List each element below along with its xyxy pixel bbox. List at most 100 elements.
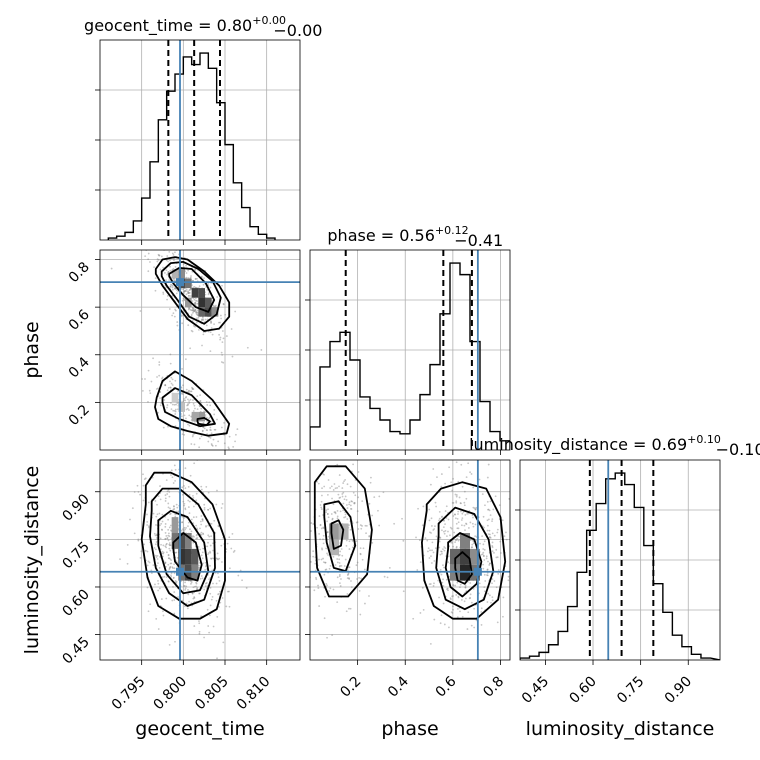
panel-phase-vs-geocent-time-point-145 [183, 290, 186, 293]
panel-ld-vs-phase-point-189 [336, 487, 339, 489]
panel-phase-vs-geocent-time-point-196 [174, 251, 176, 254]
panel-ld-vs-geocent-time-point-113 [160, 598, 163, 600]
panel-ld-vs-phase-point-832 [461, 615, 464, 618]
panel-ld-vs-geocent-time-density-cell-9 [185, 533, 192, 549]
hist-geocent-time-body [100, 40, 300, 240]
panel-ld-vs-phase-point-368 [429, 549, 431, 552]
panel-ld-vs-phase-point-442 [431, 541, 434, 544]
panel-ld-vs-geocent-time-point-137 [180, 529, 183, 532]
panel-ld-vs-phase-point-732 [422, 505, 425, 508]
panel-ld-vs-phase-point-523 [438, 510, 441, 513]
panel-ld-vs-geocent-time-point-250 [172, 576, 175, 579]
panel-ld-vs-phase-point-458 [495, 548, 498, 551]
panel-ld-vs-phase-point-632 [455, 594, 458, 596]
panel-phase-vs-geocent-time-point-223 [162, 291, 165, 294]
panel-ld-vs-geocent-time-point-16 [160, 528, 163, 531]
panel-phase-vs-geocent-time-point-163 [165, 279, 167, 282]
title-geocent-time-upper: +0.00 [252, 14, 286, 27]
panel-ld-vs-phase-point-141 [334, 512, 337, 515]
panel-phase-vs-geocent-time-point-690 [158, 374, 161, 377]
panel-ld-vs-geocent-time-density-cell-2 [185, 548, 192, 565]
panel-phase-vs-geocent-time-point-251 [166, 255, 169, 257]
panel-phase-vs-geocent-time-point-339 [191, 312, 194, 314]
panel-ld-vs-phase-point-648 [505, 538, 508, 541]
panel-ld-vs-geocent-time-point-201 [144, 549, 147, 552]
panel-ld-vs-phase-point-641 [428, 583, 431, 586]
panel-phase-vs-geocent-time-point-585 [148, 389, 151, 392]
panel-phase-vs-geocent-time-point-704 [191, 386, 193, 389]
panel-ld-vs-phase-point-136 [329, 587, 332, 590]
panel-ld-vs-phase-point-130 [304, 519, 306, 521]
panel-ld-vs-geocent-time-point-587 [200, 488, 203, 491]
panel-ld-vs-phase-point-585 [491, 550, 494, 553]
panel-ld-vs-geocent-time-point-6 [201, 518, 204, 521]
panel-ld-vs-geocent-time-point-341 [207, 534, 210, 537]
panel-phase-vs-geocent-time-point-750 [208, 436, 211, 439]
panel-ld-vs-geocent-time-point-262 [126, 562, 129, 565]
panel-ld-vs-phase-point-730 [470, 546, 473, 549]
panel-phase-vs-geocent-time-point-342 [182, 297, 185, 300]
panel-ld-vs-phase-point-624 [483, 559, 486, 561]
panel-phase-vs-geocent-time-point-641 [144, 378, 146, 380]
panel-ld-vs-phase-point-539 [482, 551, 485, 554]
panel-phase-vs-geocent-time-point-98 [231, 355, 234, 358]
panel-ld-vs-phase-point-138 [325, 511, 327, 513]
panel-ld-vs-geocent-time-point-591 [169, 512, 172, 515]
panel-ld-vs-geocent-time-point-127 [142, 499, 145, 502]
panel-ld-vs-phase-point-218 [352, 463, 355, 466]
panel-ld-vs-phase-point-160 [307, 544, 309, 546]
panel-ld-vs-phase-point-686 [481, 535, 484, 538]
panel-ld-vs-phase-point-429 [462, 511, 465, 513]
panel-ld-vs-geocent-time-point-19 [164, 561, 167, 564]
panel-ld-vs-phase-point-806 [434, 525, 436, 528]
panel-ld-vs-phase-point-23 [348, 503, 351, 506]
panel-ld-vs-phase-point-417 [460, 510, 462, 513]
panel-phase-vs-geocent-time-point-508 [169, 386, 172, 389]
panel-ld-vs-phase-point-180 [348, 607, 350, 610]
panel-ld-vs-phase-point-595 [472, 486, 475, 489]
panel-ld-vs-geocent-time-point-696 [167, 563, 170, 566]
panel-ld-vs-phase-point-847 [464, 529, 466, 532]
panel-ld-vs-phase-point-695 [474, 535, 477, 538]
panel-ld-vs-geocent-time-point-252 [147, 610, 150, 613]
panel-ld-vs-phase-point-268 [330, 513, 333, 515]
panel-ld-vs-phase-point-733 [481, 493, 484, 496]
panel-ld-vs-phase-point-27 [356, 521, 359, 523]
panel-ld-vs-phase-point-70 [320, 500, 323, 503]
panel-ld-vs-phase-point-306 [329, 564, 332, 567]
panel-ld-vs-phase-point-560 [491, 541, 494, 544]
panel-ld-vs-geocent-time-point-187 [193, 596, 196, 598]
panel-phase-vs-geocent-time-point-483 [210, 322, 212, 324]
panel-phase-vs-geocent-time-point-131 [210, 321, 213, 324]
panel-ld-vs-phase-point-708 [493, 551, 495, 554]
panel-ld-vs-phase-point-108 [346, 447, 348, 449]
panel-phase-vs-geocent-time-point-515 [190, 443, 193, 445]
panel-phase-vs-geocent-time-point-183 [219, 321, 221, 324]
panel-phase-vs-geocent-time-density-cell-12 [191, 411, 199, 422]
panel-ld-vs-geocent-time-point-683 [195, 585, 197, 588]
panel-ld-vs-geocent-time-point-87 [212, 557, 214, 560]
panel-ld-vs-geocent-time-point-156 [220, 507, 223, 509]
panel-phase-vs-geocent-time-point-759 [192, 434, 194, 436]
panel-ld-vs-phase-point-375 [486, 476, 489, 479]
panel-phase-vs-geocent-time-point-720 [232, 446, 235, 448]
panel-ld-vs-phase-point-317 [326, 513, 329, 515]
panel-phase-vs-geocent-time-point-170 [152, 243, 154, 245]
panel-ld-vs-geocent-time-point-409 [215, 503, 218, 506]
panel-phase-vs-geocent-time-point-689 [174, 410, 177, 413]
panel-ld-vs-phase-point-536 [488, 529, 491, 532]
panel-ld-vs-geocent-time-truth-marker [176, 567, 184, 576]
panel-phase-vs-geocent-time-point-63 [209, 286, 212, 289]
panel-ld-vs-geocent-time-point-80 [170, 574, 172, 577]
panel-ld-vs-phase-point-500 [443, 519, 446, 522]
panel-phase-vs-geocent-time-point-557 [228, 447, 230, 450]
panel-ld-vs-phase-point-544 [440, 485, 443, 488]
panel-ld-vs-phase-point-441 [441, 529, 443, 532]
panel-ld-vs-geocent-time-point-494 [201, 519, 204, 522]
panel-ld-vs-geocent-time-point-20 [184, 528, 187, 531]
panel-ld-vs-phase-point-756 [457, 527, 460, 530]
panel-ld-vs-phase-point-303 [355, 540, 358, 543]
panel-ld-vs-phase-point-466 [464, 586, 467, 589]
panel-ld-vs-phase-point-769 [450, 527, 453, 530]
panel-phase-vs-geocent-time-point-622 [205, 429, 208, 431]
